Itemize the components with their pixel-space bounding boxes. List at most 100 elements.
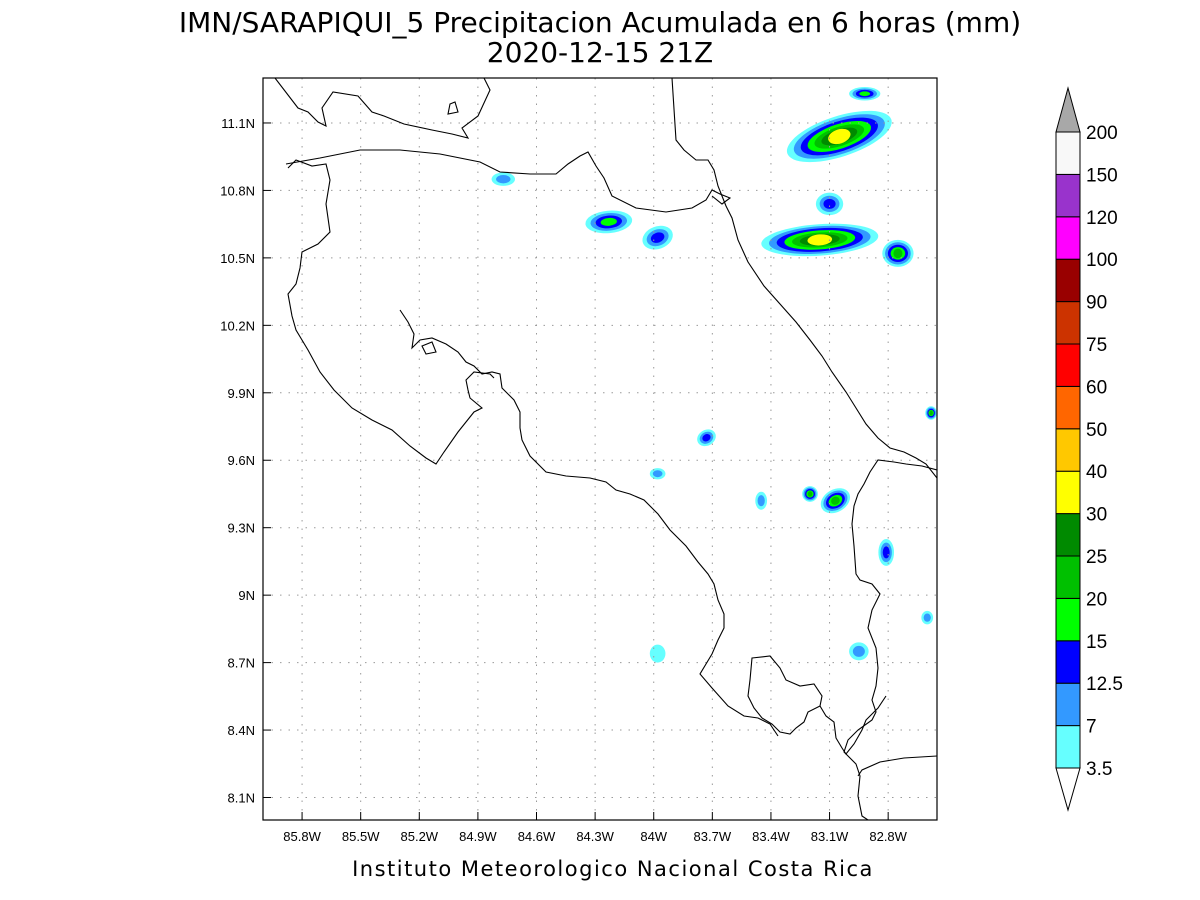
island-chira bbox=[421, 341, 437, 355]
y-tick-label: 8.4N bbox=[228, 723, 255, 738]
colorbar-swatch bbox=[1055, 513, 1081, 557]
caribbean-coast bbox=[671, 78, 937, 479]
x-tick-label: 83.4W bbox=[752, 829, 790, 844]
nicoya-gulf bbox=[399, 309, 779, 737]
colorbar-swatch bbox=[1055, 470, 1081, 515]
colorbar-swatch bbox=[1055, 343, 1081, 387]
nicaragua-border bbox=[287, 159, 495, 465]
colorbar-over-arrow bbox=[1055, 86, 1081, 133]
x-tick-label: 83.7W bbox=[694, 829, 732, 844]
precip-contour-12.5 bbox=[882, 546, 890, 559]
precip-contour-7 bbox=[852, 645, 865, 657]
precip-area bbox=[786, 110, 892, 163]
burica-peninsula bbox=[857, 755, 937, 777]
x-tick-label: 84.3W bbox=[576, 829, 614, 844]
precip-area bbox=[649, 644, 666, 663]
colorbar-label: 50 bbox=[1086, 420, 1107, 441]
axis-ticks: 85.8W 85.5W 85.2W 84.9W 84.6W 84.3W 84W 83.7W 83… bbox=[220, 116, 907, 844]
precip-area bbox=[491, 172, 516, 186]
footer-credit: Instituto Meteorologico Nacional Costa R… bbox=[352, 857, 874, 881]
precipitation-layer bbox=[491, 86, 937, 663]
north-border bbox=[285, 149, 732, 213]
colorbar-swatch bbox=[1055, 725, 1081, 769]
colorbar-label: 30 bbox=[1086, 505, 1107, 526]
precip-area bbox=[921, 610, 934, 625]
graticule-grid bbox=[263, 78, 937, 820]
colorbar-label: 100 bbox=[1086, 250, 1118, 271]
colorbar-label: 90 bbox=[1086, 293, 1107, 314]
precip-contour-30 bbox=[807, 234, 833, 246]
colorbar-label: 60 bbox=[1086, 377, 1107, 398]
y-tick-label: 9.9N bbox=[228, 386, 255, 401]
x-tick-label: 84W bbox=[640, 829, 667, 844]
colorbar-under-arrow bbox=[1055, 767, 1081, 812]
precip-contour-15 bbox=[600, 217, 617, 226]
colorbar-swatch bbox=[1055, 173, 1081, 218]
colorbar-swatch bbox=[1055, 258, 1081, 303]
precip-contour-20 bbox=[831, 496, 840, 505]
lake-nicaragua-shore bbox=[274, 78, 491, 139]
precip-contour-7 bbox=[652, 470, 663, 478]
precip-contour-12.5 bbox=[702, 434, 711, 442]
precip-area bbox=[802, 486, 818, 502]
precip-contour-15 bbox=[859, 91, 871, 97]
colorbar-label: 15 bbox=[1086, 632, 1107, 653]
map-panel: 85.8W 85.5W 85.2W 84.9W 84.6W 84.3W 84W 83.7W 83… bbox=[220, 77, 938, 844]
isla-calero bbox=[447, 101, 459, 115]
colorbar-swatch bbox=[1055, 385, 1081, 430]
colorbar-swatch bbox=[1055, 131, 1081, 175]
precip-area bbox=[585, 210, 633, 234]
colorbar-swatch bbox=[1055, 597, 1081, 642]
precip-contour-20 bbox=[893, 248, 903, 259]
colorbar-label: 40 bbox=[1086, 462, 1107, 483]
x-tick-label: 85.8W bbox=[283, 829, 321, 844]
precip-contour-12.5 bbox=[650, 232, 665, 243]
colorbar-label: 75 bbox=[1086, 335, 1107, 356]
panama-border bbox=[843, 459, 937, 820]
precip-contour-7 bbox=[923, 613, 931, 622]
precip-area bbox=[649, 468, 666, 480]
golfo-dulce bbox=[819, 695, 887, 755]
precip-area bbox=[820, 488, 851, 514]
map-frame bbox=[262, 77, 938, 821]
y-tick-label: 11.1N bbox=[221, 116, 255, 131]
y-tick-label: 8.7N bbox=[228, 656, 255, 671]
precip-area bbox=[642, 225, 673, 250]
x-tick-label: 82.8W bbox=[869, 829, 907, 844]
colorbar-label: 7 bbox=[1086, 717, 1097, 738]
colorbar-swatch bbox=[1055, 640, 1081, 684]
precip-area bbox=[849, 86, 881, 101]
colorbar-label: 200 bbox=[1086, 123, 1118, 144]
colorbar-label: 25 bbox=[1086, 547, 1107, 568]
precip-area bbox=[878, 538, 895, 566]
precip-area bbox=[849, 642, 869, 661]
map-subtitle-datetime: 2020-12-15 21Z bbox=[487, 36, 713, 69]
colorbar-label: 12.5 bbox=[1086, 674, 1123, 695]
precip-area bbox=[697, 429, 716, 447]
y-tick-label: 9N bbox=[238, 588, 255, 603]
y-tick-label: 9.3N bbox=[228, 521, 255, 536]
precip-contour-7 bbox=[757, 495, 765, 507]
precip-contour-12.5 bbox=[823, 198, 836, 209]
precip-area bbox=[882, 239, 914, 267]
coastline-borders bbox=[274, 78, 937, 820]
map-background bbox=[263, 78, 937, 820]
precip-area bbox=[815, 192, 844, 216]
osa-peninsula bbox=[747, 655, 823, 735]
y-tick-label: 10.8N bbox=[220, 183, 255, 198]
precip-area bbox=[925, 406, 937, 420]
precip-contour-3.5 bbox=[649, 644, 666, 663]
precip-area bbox=[755, 491, 768, 510]
x-tick-label: 83.1W bbox=[811, 829, 849, 844]
colorbar-label: 3.5 bbox=[1086, 759, 1112, 780]
colorbar-label: 20 bbox=[1086, 589, 1107, 610]
precip-contour-20 bbox=[929, 410, 933, 416]
colorbar-swatch bbox=[1055, 555, 1081, 599]
colorbar-legend: 3.5 7 12.5 15 20 25 30 40 50 60 75 90 100 120 150 200 bbox=[1055, 86, 1123, 812]
precip-contour-7 bbox=[496, 175, 511, 184]
y-tick-label: 10.5N bbox=[220, 251, 255, 266]
colorbar-label: 150 bbox=[1086, 165, 1118, 186]
x-tick-label: 84.6W bbox=[518, 829, 556, 844]
x-tick-label: 85.5W bbox=[342, 829, 380, 844]
